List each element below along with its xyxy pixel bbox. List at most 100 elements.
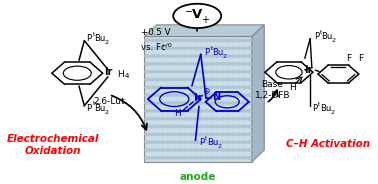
Text: V: V (192, 8, 202, 21)
Text: 2: 2 (332, 38, 336, 43)
Polygon shape (144, 25, 264, 36)
Circle shape (236, 117, 241, 120)
Circle shape (187, 39, 192, 42)
Circle shape (198, 47, 203, 49)
Circle shape (193, 149, 198, 151)
Text: +: + (201, 15, 209, 25)
Text: t: t (205, 136, 208, 141)
Circle shape (225, 157, 230, 159)
Text: t: t (211, 46, 213, 51)
Circle shape (231, 63, 235, 65)
Circle shape (177, 125, 182, 128)
Text: P: P (199, 139, 204, 148)
Circle shape (231, 86, 235, 89)
Circle shape (182, 133, 187, 136)
Circle shape (144, 133, 149, 136)
Circle shape (150, 70, 155, 73)
Circle shape (198, 117, 203, 120)
Circle shape (182, 125, 187, 128)
Circle shape (220, 110, 225, 112)
Text: P: P (314, 32, 319, 41)
Circle shape (247, 86, 252, 89)
Text: 2: 2 (104, 40, 108, 45)
Circle shape (155, 117, 160, 120)
Circle shape (155, 70, 160, 73)
Circle shape (177, 110, 182, 112)
Circle shape (204, 102, 209, 104)
Circle shape (198, 133, 203, 136)
Circle shape (209, 70, 214, 73)
Circle shape (177, 141, 182, 144)
Circle shape (247, 125, 252, 128)
Circle shape (182, 47, 187, 49)
Circle shape (144, 63, 149, 65)
Circle shape (236, 133, 241, 136)
Circle shape (198, 55, 203, 57)
Circle shape (242, 133, 246, 136)
Circle shape (171, 78, 177, 81)
Circle shape (161, 94, 166, 96)
Circle shape (242, 94, 246, 96)
Circle shape (209, 141, 214, 144)
Circle shape (150, 125, 155, 128)
Text: F: F (358, 54, 363, 63)
Text: 4: 4 (124, 73, 129, 79)
Circle shape (144, 94, 149, 96)
Circle shape (161, 47, 166, 49)
Circle shape (150, 78, 155, 81)
Circle shape (166, 94, 171, 96)
Text: anode: anode (180, 172, 216, 182)
Text: Bu: Bu (94, 34, 105, 43)
Circle shape (204, 149, 209, 151)
Circle shape (231, 39, 235, 42)
Circle shape (209, 117, 214, 120)
Circle shape (182, 70, 187, 73)
Circle shape (220, 39, 225, 42)
Text: vs. Fc: vs. Fc (141, 43, 166, 52)
Circle shape (193, 125, 198, 128)
Circle shape (166, 102, 171, 104)
Circle shape (236, 157, 241, 159)
Circle shape (204, 94, 209, 96)
Circle shape (144, 47, 149, 49)
Circle shape (171, 102, 177, 104)
Circle shape (193, 102, 198, 104)
Circle shape (173, 4, 221, 28)
Circle shape (220, 157, 225, 159)
Circle shape (242, 78, 246, 81)
Text: t: t (93, 101, 94, 107)
Text: t: t (93, 32, 94, 37)
Circle shape (177, 70, 182, 73)
Circle shape (231, 125, 235, 128)
Circle shape (155, 78, 160, 81)
Circle shape (187, 125, 192, 128)
Circle shape (182, 55, 187, 57)
Circle shape (171, 70, 177, 73)
Circle shape (204, 86, 209, 89)
Circle shape (187, 47, 192, 49)
Circle shape (231, 157, 235, 159)
Circle shape (193, 133, 198, 136)
Text: Ir: Ir (104, 67, 112, 77)
Circle shape (150, 102, 155, 104)
Circle shape (182, 78, 187, 81)
Circle shape (231, 55, 235, 57)
Circle shape (214, 86, 219, 89)
Circle shape (214, 78, 219, 81)
Circle shape (155, 47, 160, 49)
Circle shape (187, 70, 192, 73)
Circle shape (161, 39, 166, 42)
Circle shape (236, 55, 241, 57)
Circle shape (193, 63, 198, 65)
Circle shape (171, 63, 177, 65)
Circle shape (231, 78, 235, 81)
Circle shape (247, 55, 252, 57)
Circle shape (193, 117, 198, 120)
Circle shape (166, 125, 171, 128)
Circle shape (242, 125, 246, 128)
Circle shape (198, 63, 203, 65)
Circle shape (242, 70, 246, 73)
Circle shape (161, 63, 166, 65)
Circle shape (177, 117, 182, 120)
Circle shape (155, 133, 160, 136)
